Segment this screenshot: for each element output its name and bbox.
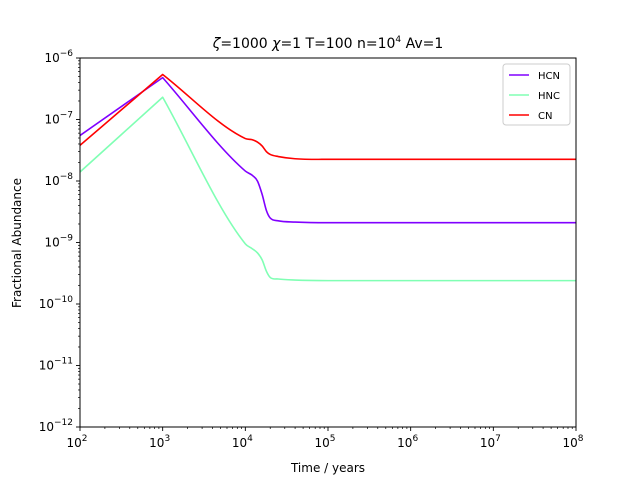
legend-label-hcn: HCN [538, 71, 560, 82]
x-tick-label: 105 [314, 434, 335, 450]
series-line-cn [80, 73, 576, 161]
y-tick-label: 10−6 [44, 49, 73, 65]
y-tick-label: 10−10 [39, 295, 74, 311]
x-tick-label: 104 [232, 434, 253, 450]
x-axis-label: Time / years [290, 461, 365, 475]
legend: HCN HNC CN [502, 63, 571, 126]
x-tick-label: 102 [66, 434, 87, 450]
y-tick-label: 10−9 [44, 234, 73, 250]
y-tick-label: 10−11 [39, 357, 73, 373]
y-axis-label: Fractional Abundance [10, 178, 24, 308]
x-tick-label: 106 [397, 434, 418, 450]
legend-label-cn: CN [538, 111, 552, 122]
series-line-hcn [80, 76, 576, 224]
x-tick-label: 107 [480, 434, 501, 450]
legend-box [502, 63, 571, 126]
y-tick-label: 10−12 [39, 418, 73, 434]
y-tick-label: 10−8 [44, 172, 73, 188]
axes-group: 102 103 104 105 106 107 108 10−12 10−11 10−10 10−9… [39, 49, 584, 450]
y-tick-label: 10−7 [44, 111, 73, 127]
x-tick-label: 108 [562, 434, 583, 450]
legend-label-hnc: HNC [538, 91, 560, 102]
series-group [80, 73, 576, 282]
chart-title: ζ=1000 χ=1 T=100 n=104 Av=1 [212, 35, 444, 52]
series-line-hnc [80, 96, 576, 282]
x-tick-label: 103 [149, 434, 170, 450]
